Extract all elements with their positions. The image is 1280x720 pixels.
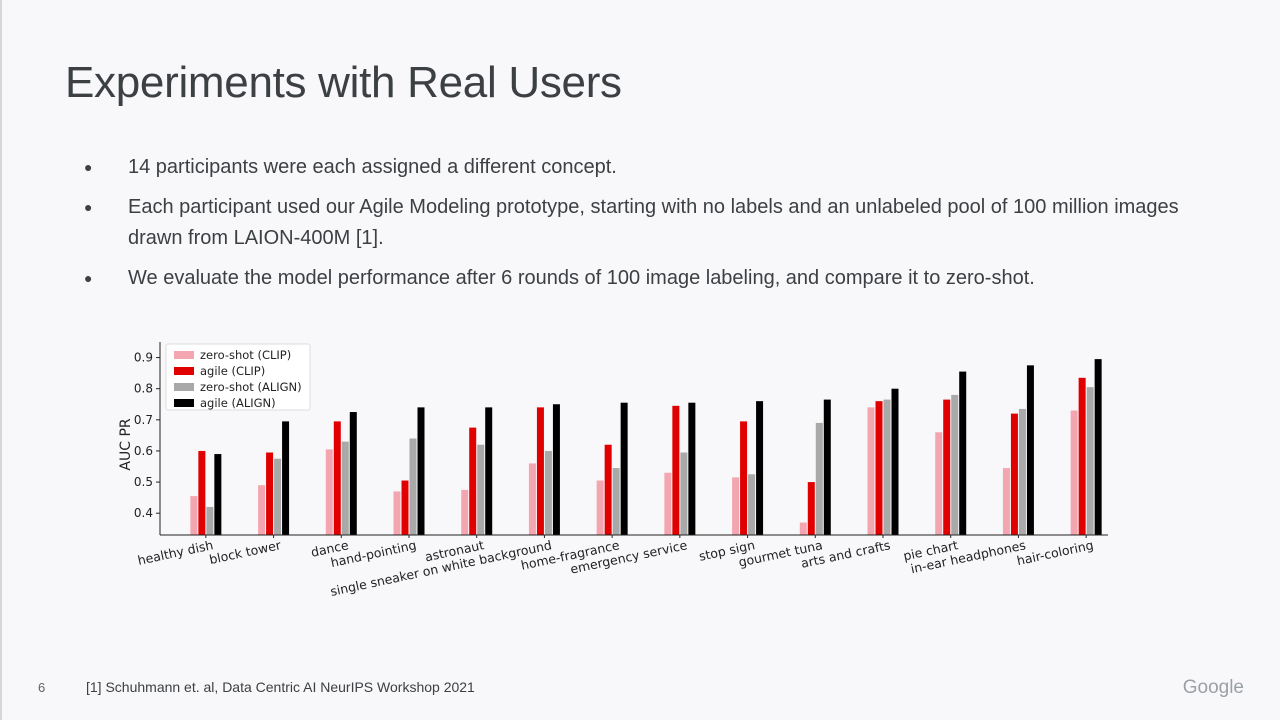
bar: [1026, 365, 1034, 535]
bar: [1010, 413, 1018, 535]
bullet-dot-icon: ●: [84, 159, 93, 175]
bar: [393, 491, 401, 535]
bar: [799, 522, 807, 535]
bar: [951, 394, 959, 535]
page-number: 6: [38, 680, 46, 695]
bar: [469, 427, 477, 535]
bar: [1086, 387, 1094, 535]
legend-label: zero-shot (CLIP): [200, 348, 291, 362]
y-tick-label: 0.8: [134, 382, 153, 396]
bar: [891, 388, 899, 535]
bar: [740, 421, 748, 535]
bar: [943, 399, 951, 535]
bar: [461, 489, 469, 535]
bar: [325, 449, 333, 535]
bullet-dot-icon: ●: [84, 270, 93, 286]
bar: [206, 506, 214, 535]
legend-label: zero-shot (ALIGN): [200, 380, 302, 394]
bar: [409, 438, 417, 535]
bar: [807, 482, 815, 535]
bar: [883, 399, 891, 535]
bar-group: [190, 359, 1102, 535]
y-tick-label: 0.9: [134, 351, 153, 365]
x-tick-label: block tower: [208, 537, 283, 567]
bullet-item: ● Each participant used our Agile Modeli…: [80, 192, 1180, 254]
x-tick-label: healthy dish: [136, 537, 214, 568]
y-axis-label: AUC PR: [118, 418, 134, 470]
slide-title: Experiments with Real Users: [65, 58, 622, 107]
google-logo: Google: [1182, 677, 1244, 698]
bar: [935, 432, 943, 535]
bar: [258, 485, 266, 535]
bar: [959, 371, 967, 535]
bar: [875, 401, 883, 535]
bar: [536, 407, 544, 535]
bar: [282, 421, 290, 535]
bar: [341, 441, 349, 535]
bar: [688, 402, 696, 535]
bar: [485, 407, 493, 535]
bullet-list: ● 14 participants were each assigned a d…: [80, 152, 1180, 303]
legend-label: agile (ALIGN): [200, 396, 276, 410]
x-tick-label: hair-coloring: [1015, 537, 1094, 568]
footnote: [1] Schuhmann et. al, Data Centric AI Ne…: [86, 679, 475, 695]
bar: [1018, 408, 1026, 535]
legend-swatch: [174, 399, 194, 407]
bar: [198, 450, 206, 535]
bullet-dot-icon: ●: [84, 199, 93, 215]
y-tick-label: 0.4: [134, 506, 153, 520]
bar: [680, 452, 688, 535]
legend-label: agile (CLIP): [200, 364, 265, 378]
legend-swatch: [174, 351, 194, 359]
legend-swatch: [174, 367, 194, 375]
bar: [552, 404, 560, 535]
bar: [417, 407, 425, 535]
bullet-text: 14 participants were each assigned a dif…: [128, 156, 617, 178]
legend-box: [165, 343, 311, 411]
chart-legend: zero-shot (CLIP) agile (CLIP) zero-shot (A…: [165, 343, 311, 411]
bullet-text: Each participant used our Agile Modeling…: [128, 196, 1179, 249]
bar: [620, 402, 628, 535]
bar: [1094, 359, 1102, 535]
y-tick-label: 0.7: [134, 413, 153, 427]
slide-left-border: [0, 0, 2, 720]
bar: [867, 407, 875, 535]
bar: [528, 463, 536, 535]
bar: [732, 477, 740, 535]
bar: [477, 444, 485, 535]
bar: [214, 454, 222, 535]
bar: [349, 412, 357, 535]
bar: [604, 444, 612, 535]
bar: [1070, 410, 1078, 535]
bar: [266, 452, 274, 535]
bar: [333, 421, 341, 535]
bar: [823, 399, 831, 535]
bullet-item: ● We evaluate the model performance afte…: [80, 263, 1180, 294]
bar-chart: healthy dish block tower dance hand-pointin…: [110, 330, 1120, 620]
bar: [612, 468, 620, 535]
y-tick-label: 0.5: [134, 475, 153, 489]
bar: [756, 401, 764, 535]
bar: [815, 422, 823, 535]
bullet-item: ● 14 participants were each assigned a d…: [80, 152, 1180, 183]
bar: [672, 405, 680, 535]
bar: [544, 450, 552, 535]
bar: [748, 474, 756, 535]
bar: [401, 480, 409, 535]
bar: [1002, 468, 1010, 535]
bullet-text: We evaluate the model performance after …: [128, 267, 1035, 289]
bar: [274, 458, 282, 535]
bar: [664, 472, 672, 535]
bar: [1078, 377, 1086, 535]
legend-swatch: [174, 383, 194, 391]
bar: [190, 496, 198, 535]
y-tick-label: 0.6: [134, 444, 153, 458]
bar: [596, 480, 604, 535]
